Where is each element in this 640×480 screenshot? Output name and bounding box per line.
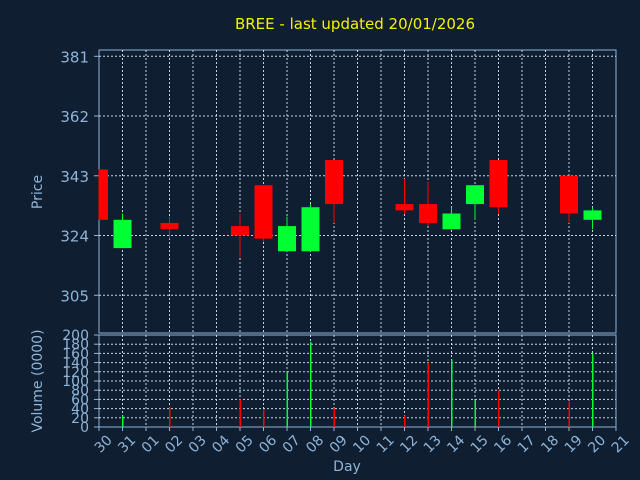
candle-body: [442, 213, 461, 230]
x-axis-ticks: 30 31 01 02 03 04 05 06 07 08 09 10 11 12 13 14 15 16 17 18…: [92, 427, 633, 456]
candle-body: [301, 207, 320, 252]
volume-tick-label: 140: [62, 356, 89, 372]
price-y-ticks: 305 324 343 362 381: [60, 48, 99, 305]
x-tick-label: 31: [115, 432, 139, 456]
volume-bar: [427, 362, 429, 427]
volume-grid: [99, 335, 616, 427]
price-tick-label: 305: [60, 287, 89, 305]
volume-tick-label: 100: [62, 374, 89, 390]
x-tick-label: 03: [186, 432, 210, 456]
volume-bar: [404, 415, 406, 427]
volume-tick-label: 60: [71, 392, 89, 408]
x-tick-label: 11: [374, 432, 398, 456]
volume-tick-label: 120: [62, 365, 89, 381]
chart-title: BREE - last updated 20/01/2026: [235, 15, 475, 33]
volume-tick-label: 80: [71, 383, 89, 399]
x-tick-label: 06: [256, 432, 280, 456]
price-tick-label: 343: [60, 168, 89, 186]
volume-bar: [239, 399, 241, 427]
x-tick-label: 01: [139, 432, 163, 456]
x-tick-label: 08: [303, 432, 327, 456]
x-tick-label: 02: [162, 432, 186, 456]
candle-body: [160, 222, 179, 230]
candle-body: [419, 204, 437, 223]
volume-bar: [568, 401, 570, 427]
x-tick-label: 21: [609, 432, 633, 456]
x-tick-label: 18: [538, 432, 562, 456]
volume-bar: [169, 407, 171, 427]
candle-body: [99, 169, 108, 220]
volume-axis-label: Volume (0000): [30, 329, 46, 432]
x-tick-label: 05: [233, 432, 257, 456]
x-tick-label: 09: [327, 432, 351, 456]
price-tick-label: 362: [60, 108, 89, 126]
candle-body: [466, 185, 484, 205]
volume-tick-label: 40: [71, 402, 89, 418]
x-tick-label: 15: [468, 432, 492, 456]
volume-bar: [498, 390, 500, 427]
x-tick-label: 20: [585, 432, 609, 456]
volume-tick-label: 160: [62, 346, 89, 362]
x-tick-label: 30: [92, 432, 116, 456]
price-axis-label: Price: [30, 175, 46, 209]
price-candles: [98, 160, 602, 258]
volume-tick-label: 180: [62, 337, 89, 353]
volume-bar: [333, 408, 335, 427]
volume-bar: [451, 359, 453, 427]
x-tick-label: 16: [491, 432, 515, 456]
volume-bars: [122, 341, 594, 427]
volume-bar: [122, 415, 124, 427]
candle-body: [325, 160, 343, 205]
price-tick-label: 381: [60, 48, 89, 66]
candle-body: [489, 160, 508, 208]
x-tick-label: 14: [444, 432, 468, 456]
x-axis-label: Day: [333, 459, 361, 475]
volume-tick-label: 20: [71, 411, 89, 427]
x-tick-label: 10: [350, 432, 374, 456]
x-tick-label: 04: [209, 432, 233, 456]
x-tick-label: 07: [280, 432, 304, 456]
volume-tick-label: 200: [62, 328, 89, 344]
price-tick-label: 324: [60, 228, 89, 246]
candle-body: [113, 219, 132, 249]
price-grid: [99, 50, 616, 333]
candle-body: [254, 185, 273, 239]
x-tick-label: 19: [562, 432, 586, 456]
candle-body: [278, 226, 296, 252]
candle-body: [395, 204, 414, 211]
x-tick-label: 17: [515, 432, 539, 456]
volume-bar: [474, 400, 476, 427]
candle-body: [583, 210, 602, 220]
volume-tick-label: 0: [80, 420, 89, 436]
x-tick-label: 13: [421, 432, 445, 456]
candle-body: [560, 175, 578, 214]
candle-body: [231, 226, 249, 236]
volume-bar: [263, 409, 265, 427]
x-tick-label: 12: [397, 432, 421, 456]
volume-bar: [310, 341, 312, 427]
volume-bar: [592, 353, 594, 427]
volume-bar: [286, 371, 288, 427]
